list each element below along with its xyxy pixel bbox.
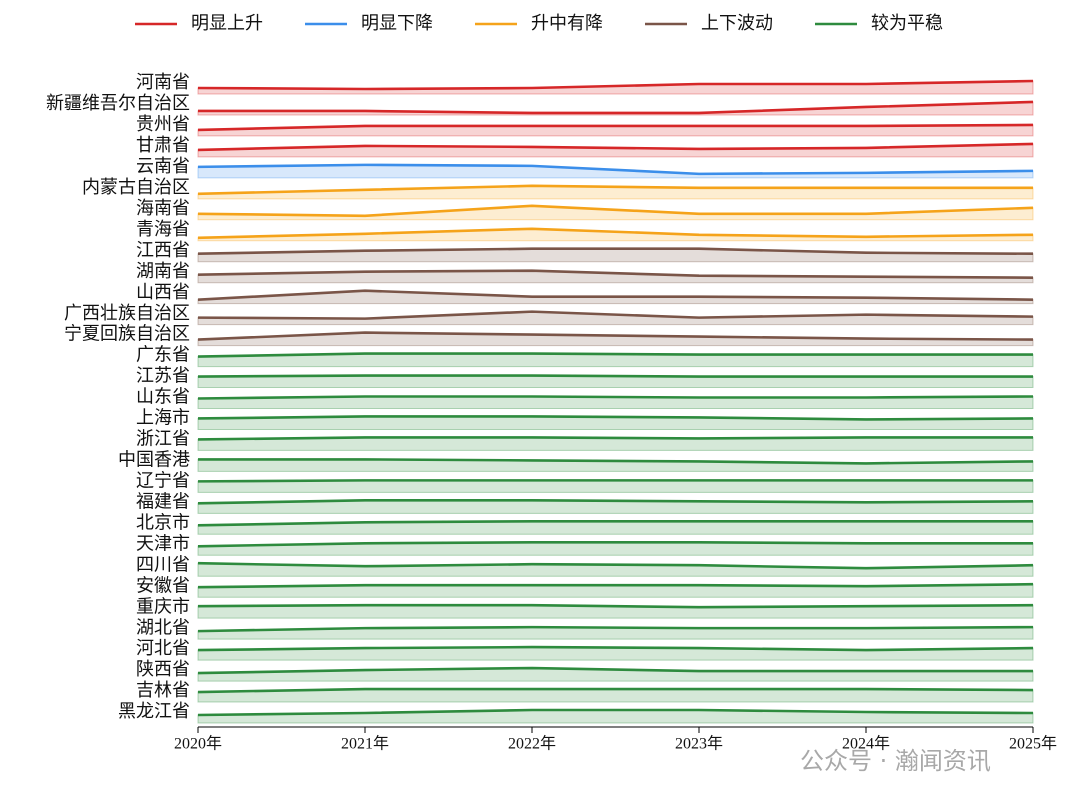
row-label: 宁夏回族自治区 — [64, 324, 190, 344]
row-label: 湖南省 — [136, 261, 190, 281]
ridge-line — [197, 289, 1034, 301]
ridge-line — [197, 436, 1033, 441]
ridge-line — [197, 520, 1033, 527]
ridge-line — [197, 374, 1033, 378]
row-label: 甘肃省 — [136, 135, 190, 155]
row-label: 山东省 — [136, 387, 190, 407]
ridge-line — [197, 204, 1034, 218]
ridge-line — [197, 561, 1034, 570]
row-label: 辽宁省 — [136, 470, 190, 490]
ridge-line — [197, 666, 1033, 675]
ridge-line — [197, 331, 1034, 341]
row-label: 海南省 — [136, 198, 190, 218]
row-label: 江西省 — [136, 240, 190, 260]
ridge-line — [197, 708, 1034, 717]
row-label: 黑龙江省 — [118, 701, 190, 721]
ridge-line — [197, 269, 1034, 279]
row-label: 河北省 — [136, 638, 190, 658]
legend-label: 上下波动 — [701, 13, 773, 34]
row-label: 福建省 — [136, 491, 190, 511]
row-label: 江苏省 — [136, 366, 190, 386]
row-label: 吉林省 — [136, 680, 190, 700]
row-label: 四川省 — [136, 554, 190, 574]
row-label: 湖北省 — [136, 617, 190, 637]
ridge-line — [197, 645, 1034, 652]
row-label: 山西省 — [136, 282, 190, 302]
legend-label: 升中有降 — [531, 13, 603, 34]
ridge-line — [197, 247, 1034, 256]
ridge-line — [197, 184, 1033, 196]
ridge-line — [197, 352, 1033, 358]
ridge-line — [197, 123, 1034, 132]
row-label: 广西壮族自治区 — [64, 303, 190, 323]
row-label: 云南省 — [136, 156, 190, 176]
x-tick-label: 2022年 — [508, 735, 556, 753]
x-tick-label: 2023年 — [675, 735, 723, 753]
ridge-line — [197, 479, 1033, 483]
ridge-line — [197, 603, 1034, 609]
ridge-line — [197, 395, 1034, 400]
x-tick-label: 2024年 — [842, 735, 890, 753]
ridge-line — [197, 540, 1033, 548]
row-label: 浙江省 — [136, 429, 190, 449]
legend-label: 明显上升 — [191, 13, 263, 34]
row-label: 陕西省 — [136, 659, 190, 679]
ridge-line — [197, 582, 1034, 589]
ridge-line — [198, 458, 1034, 465]
row-label: 新疆维吾尔自治区 — [46, 93, 190, 113]
watermark: 公众号 · 瀚闻资讯 — [800, 747, 991, 775]
ridge-line — [197, 79, 1034, 91]
ridge-line — [197, 142, 1034, 152]
ridge-area — [197, 436, 1034, 451]
row-label: 重庆市 — [136, 596, 190, 616]
row-label: 北京市 — [136, 512, 190, 532]
ridge-line — [197, 227, 1034, 240]
row-label: 上海市 — [136, 408, 190, 428]
ridge-line — [198, 100, 1034, 115]
ridge-line — [197, 310, 1034, 320]
legend-label: 明显下降 — [361, 13, 433, 34]
legend-label: 较为平稳 — [871, 13, 943, 34]
x-tick-label: 2020年 — [174, 735, 222, 753]
x-tick-label: 2025年 — [1009, 735, 1057, 753]
x-tick-label: 2021年 — [341, 735, 389, 753]
ridge-line — [197, 415, 1034, 421]
row-label: 安徽省 — [136, 575, 190, 595]
row-label: 中国香港 — [118, 450, 190, 470]
ridge-line — [197, 163, 1034, 176]
ridge-line — [197, 687, 1034, 694]
row-label: 内蒙古自治区 — [82, 177, 190, 197]
ridge-line — [197, 499, 1034, 505]
row-label: 贵州省 — [136, 114, 190, 134]
row-label: 青海省 — [136, 219, 190, 239]
ridge-line — [197, 625, 1034, 633]
ridge-area — [197, 479, 1034, 493]
row-label: 天津市 — [136, 533, 190, 553]
row-label: 广东省 — [136, 345, 190, 365]
row-label: 河南省 — [136, 72, 190, 92]
